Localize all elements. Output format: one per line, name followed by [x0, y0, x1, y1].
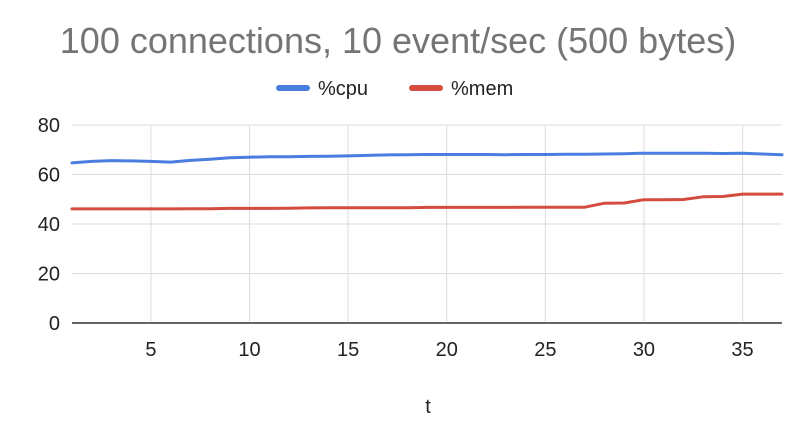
series-line-cpu — [70, 151, 784, 165]
x-axis-ticks: 5 10 15 20 25 30 35 — [145, 339, 753, 361]
chart-title: 100 connections, 10 event/sec (500 bytes… — [60, 20, 736, 61]
x-tick-label: 35 — [731, 339, 753, 361]
x-axis-label: t — [425, 396, 431, 418]
series-line-mem — [70, 192, 784, 211]
y-tick-label: 80 — [38, 115, 60, 137]
y-axis-ticks: 0 20 40 60 80 — [38, 115, 60, 335]
legend-label-mem: %mem — [451, 78, 513, 100]
x-tick-label: 25 — [534, 339, 556, 361]
legend: %cpu %mem — [276, 78, 513, 100]
x-tick-label: 20 — [436, 339, 458, 361]
x-tick-label: 5 — [145, 339, 156, 361]
y-tick-label: 40 — [38, 214, 60, 236]
y-tick-label: 20 — [38, 264, 60, 286]
y-tick-label: 0 — [49, 313, 60, 335]
x-tick-label: 15 — [337, 339, 359, 361]
x-tick-label: 30 — [633, 339, 655, 361]
series-lines — [70, 151, 784, 211]
y-tick-label: 60 — [38, 165, 60, 187]
x-tick-label: 10 — [238, 339, 260, 361]
gridlines — [72, 124, 782, 323]
legend-label-cpu: %cpu — [318, 78, 368, 100]
